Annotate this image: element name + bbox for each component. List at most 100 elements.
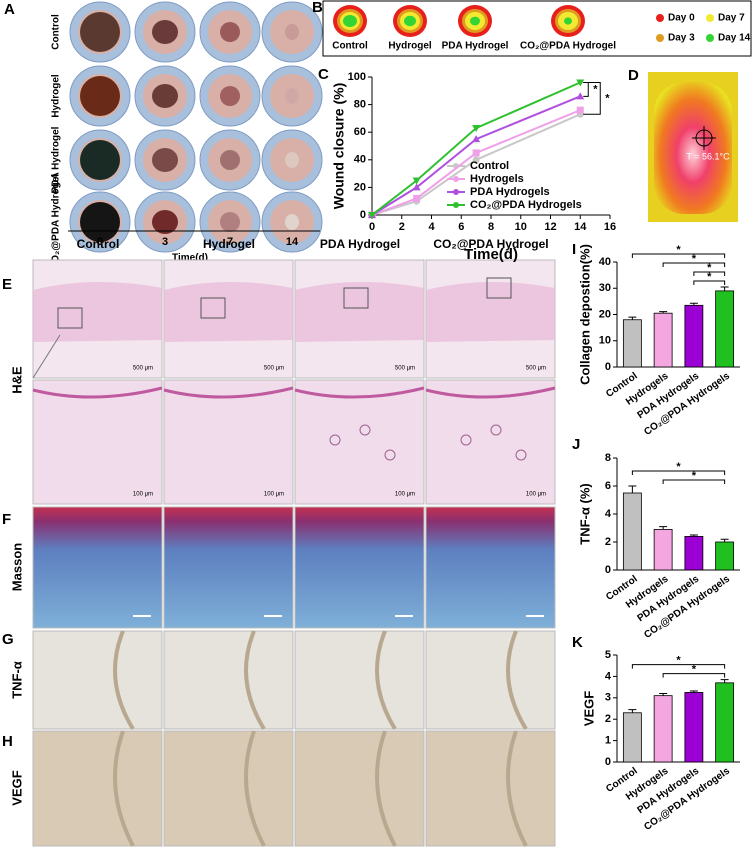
point [472, 135, 481, 143]
x-tick-label: 14 [574, 221, 587, 233]
x-tick-label: 10 [515, 221, 527, 233]
wound-outline [343, 15, 357, 27]
significance-label: * [676, 244, 681, 256]
histology-image [163, 379, 294, 505]
significance-bracket [693, 280, 726, 285]
histology-image [163, 730, 294, 847]
bar [653, 529, 673, 571]
tissue-edge [506, 730, 528, 847]
temperature-label: T = 56.1°C [686, 151, 730, 161]
y-tick-label: 40 [599, 256, 611, 268]
y-tick-label: 6 [605, 480, 611, 492]
x-tick-label: 4 [428, 221, 435, 233]
x-tick-label: 8 [488, 221, 494, 233]
tissue-edge [113, 730, 135, 847]
wound-outline [564, 17, 572, 25]
point [412, 177, 421, 185]
column-label: 7 [227, 236, 233, 248]
wound [220, 212, 240, 232]
panel-letter: K [572, 634, 583, 651]
epidermis [425, 386, 556, 399]
tissue-layer [164, 281, 293, 342]
hair-follicle [515, 449, 527, 461]
histology-image [32, 506, 163, 629]
point [412, 183, 421, 191]
point [576, 92, 585, 100]
row-label: Hydrogel [51, 74, 62, 118]
group-label: PDA Hydrogel [442, 41, 509, 52]
y-tick-label: 40 [354, 154, 366, 166]
significance-bracket [631, 664, 726, 669]
point [472, 149, 480, 157]
y-tick-label: 20 [599, 308, 611, 320]
legend-dot [706, 14, 714, 22]
column-header: Control [77, 237, 120, 251]
zoom-box [486, 277, 512, 299]
y-tick-label: 60 [354, 126, 366, 138]
column-label: 3 [162, 236, 168, 248]
epidermis [32, 386, 163, 399]
panel-letter: F [2, 511, 11, 528]
bar [653, 695, 673, 763]
significance-label: * [692, 470, 697, 482]
histology-image [163, 506, 294, 629]
wound-outline [404, 15, 416, 27]
row-label: CO₂@PDA Hydrogel [51, 174, 62, 270]
y-tick-label: 0 [605, 361, 611, 373]
wound [285, 88, 299, 104]
y-axis-label: VEGF [581, 691, 596, 726]
point [472, 125, 481, 133]
legend-label: Day 14 [718, 33, 751, 44]
histology-image [32, 630, 163, 730]
significance-bracket [662, 673, 726, 678]
hair-follicle [329, 434, 341, 446]
significance-bracket [662, 479, 726, 484]
x-tick-label: 12 [544, 221, 556, 233]
y-tick-label: 2 [605, 713, 611, 725]
x-tick-label: 6 [458, 221, 464, 233]
legend-label: CO₂@PDA Hydrogels [470, 199, 582, 211]
legend-dot [706, 34, 714, 42]
wound [80, 76, 120, 116]
bar [715, 290, 735, 368]
panel-letter: C [318, 66, 329, 83]
series-line [371, 109, 581, 216]
significance-bracket [583, 82, 601, 115]
histology-image [32, 730, 163, 847]
legend-label: Day 0 [668, 13, 695, 24]
histology-image [294, 630, 425, 730]
panel-letter: G [2, 631, 14, 648]
y-axis-label: Collagen depostion(%) [577, 244, 592, 385]
significance-label: * [707, 271, 712, 283]
significance-bracket [631, 253, 726, 258]
histology-image [425, 506, 556, 629]
scale-bar-label: 500 μm [133, 366, 153, 372]
legend-label: Day 3 [668, 33, 695, 44]
x-tick-label: 16 [604, 221, 616, 233]
x-axis-label: Time(d) [464, 246, 518, 263]
x-tick-label: 0 [369, 221, 375, 233]
panel-letter: I [572, 241, 576, 258]
row-label: PDA Hydrogel [51, 126, 62, 193]
tissue-edge [375, 730, 397, 847]
y-tick-label: 80 [354, 99, 366, 111]
scale-bar-label: 100 μm [526, 492, 546, 498]
tissue-layer [426, 281, 555, 342]
wound [220, 150, 240, 170]
histology-image [425, 730, 556, 847]
scale-bar-label: 500 μm [264, 366, 284, 372]
significance-bracket [583, 82, 589, 97]
y-tick-label: 0 [605, 564, 611, 576]
legend-label: Day 7 [718, 13, 745, 24]
zoom-box [57, 307, 83, 329]
y-axis-label: Wound closure (%) [331, 83, 347, 210]
row-label: VEGF [9, 770, 24, 805]
significance-label: * [692, 253, 697, 265]
significance-bracket [662, 262, 726, 267]
legend-dot [656, 14, 664, 22]
error-bar [659, 311, 668, 314]
error-bar [720, 538, 729, 542]
histology-image [294, 506, 425, 629]
panel-letter: E [2, 276, 12, 293]
scale-bar-label: 500 μm [395, 366, 415, 372]
